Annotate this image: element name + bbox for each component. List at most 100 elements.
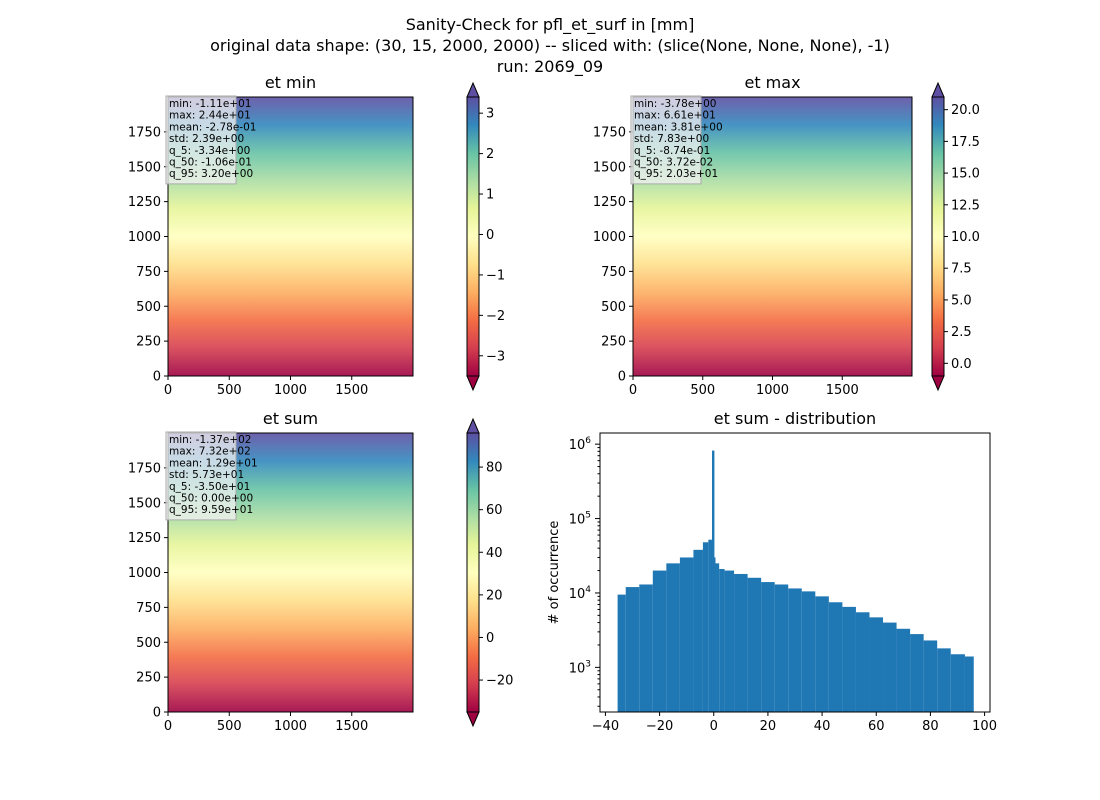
histogram-bar: [937, 648, 951, 712]
y-tick-label: 106: [569, 436, 592, 453]
x-tick-label: 60: [868, 719, 885, 734]
x-tick-label: 1500: [335, 719, 368, 734]
x-tick-label: 1500: [335, 383, 368, 398]
colorbar-tick-label: 17.5: [951, 135, 980, 150]
x-tick-label: 1000: [274, 719, 307, 734]
colorbar-extend-max: [466, 81, 480, 98]
x-tick-label: 0: [629, 383, 637, 398]
stats-line: q_95: 9.59e+01: [169, 504, 253, 516]
stats-line: std: 7.83e+00: [634, 133, 709, 145]
histogram-bars: [617, 450, 974, 712]
colorbar-tick-label: 60: [486, 503, 503, 518]
colorbar: −20 0 20 40 60 80: [466, 417, 513, 728]
y-tick-label: 1000: [128, 230, 161, 245]
y-tick-label: 250: [601, 335, 626, 350]
x-tick-label: 80: [922, 719, 939, 734]
colorbar-tick-label: −3: [486, 349, 505, 364]
stats-line: max: 6.61e+01: [634, 110, 716, 122]
y-tick-label: 1250: [128, 531, 161, 546]
x-tick-label: 1000: [274, 383, 307, 398]
stats-line: q_95: 3.20e+00: [169, 168, 253, 180]
histogram-bar: [801, 591, 816, 712]
histogram-bar: [693, 549, 703, 712]
suptitle-line-2: original data shape: (30, 15, 2000, 2000…: [210, 36, 890, 55]
stats-line: mean: -2.78e-01: [169, 121, 256, 133]
panel-title: et min: [265, 73, 316, 92]
colorbar-extend-min: [466, 375, 480, 392]
x-tick-label: 500: [217, 719, 242, 734]
colorbar-tick-label: 0: [486, 631, 494, 646]
histogram-bar: [708, 539, 713, 712]
histogram-bar: [734, 573, 748, 712]
x-tick-label: −20: [646, 719, 673, 734]
histogram-bar: [855, 612, 870, 712]
colorbar-tick-label: 20.0: [951, 103, 980, 118]
histogram-bar: [724, 570, 735, 712]
stats-line: max: 7.32e+02: [169, 446, 251, 458]
y-tick-label: 1750: [128, 461, 161, 476]
y-tick-label: 0: [618, 370, 626, 385]
stats-line: q_5: -8.74e-01: [634, 145, 710, 157]
colorbar-gradient: [466, 96, 480, 377]
y-tick-label: 750: [136, 601, 161, 616]
y-tick-label: 1250: [128, 195, 161, 210]
colorbar-tick-label: 2: [486, 147, 494, 162]
colorbar-tick-label: 0: [486, 228, 494, 243]
histogram-bar: [747, 577, 762, 712]
histogram-bar: [666, 563, 680, 712]
histogram-bar: [652, 570, 667, 712]
y-tick-label: 1000: [128, 566, 161, 581]
y-tick-label: 0: [153, 706, 161, 721]
et-sum-panel: et sum 0 500 1000 1500 0 250 500 750 1000 1250 1500…: [128, 409, 514, 734]
x-tick-label: 500: [217, 383, 242, 398]
colorbar-tick-label: 40: [486, 546, 503, 561]
y-tick-label: 750: [136, 265, 161, 280]
colorbar: −3 −2 −1 0 1 2 3: [466, 81, 505, 392]
stats-line: q_95: 2.03e+01: [634, 168, 718, 180]
colorbar-tick-label: −20: [486, 674, 513, 689]
x-tick-label: 1000: [756, 383, 789, 398]
colorbar-tick-label: 3: [486, 107, 494, 122]
x-tick-label: 20: [760, 719, 777, 734]
x-tick-label: −40: [592, 719, 619, 734]
y-tick-label: 500: [136, 636, 161, 651]
y-tick-label: 1500: [128, 496, 161, 511]
colorbar-extend-max: [466, 417, 480, 434]
x-tick-label: 0: [710, 719, 718, 734]
y-tick-label: 750: [601, 265, 626, 280]
suptitle-line-3: run: 2069_09: [497, 57, 603, 77]
y-axis-label: # of occurrence: [547, 521, 562, 625]
y-tick-label: 104: [569, 585, 592, 602]
histogram-bar: [950, 654, 965, 712]
histogram-bar: [923, 640, 938, 712]
y-tick-label: 103: [569, 659, 591, 676]
y-tick-label: 105: [569, 511, 591, 528]
x-tick-label: 0: [164, 383, 172, 398]
colorbar-tick-label: −2: [486, 309, 505, 324]
colorbar-extend-min: [931, 375, 945, 392]
histogram-bar: [896, 628, 911, 712]
colorbar-tick-label: 12.5: [951, 198, 980, 213]
stats-line: q_5: -3.34e+00: [169, 145, 250, 157]
suptitle-line-1: Sanity-Check for pfl_et_surf in [mm]: [406, 15, 695, 35]
x-tick-label: 100: [972, 719, 997, 734]
stats-line: max: 2.44e+01: [169, 110, 251, 122]
histogram-bar: [712, 450, 715, 712]
colorbar-tick-label: 20: [486, 588, 503, 603]
stats-line: q_5: -3.50e+01: [169, 481, 250, 493]
colorbar-extend-max: [931, 81, 945, 98]
x-tick-label: 1500: [826, 383, 859, 398]
histogram-bar: [815, 596, 829, 712]
colorbar-tick-label: 1: [486, 188, 494, 203]
histogram-bar: [679, 557, 694, 712]
histogram-bar: [910, 634, 924, 712]
histogram-bar: [788, 588, 802, 712]
colorbar-tick-label: 5.0: [951, 293, 972, 308]
stats-line: min: -1.37e+02: [169, 434, 251, 446]
histogram-bar: [883, 622, 897, 712]
colorbar-tick-label: 2.5: [951, 325, 972, 340]
colorbar-extend-min: [466, 711, 480, 728]
